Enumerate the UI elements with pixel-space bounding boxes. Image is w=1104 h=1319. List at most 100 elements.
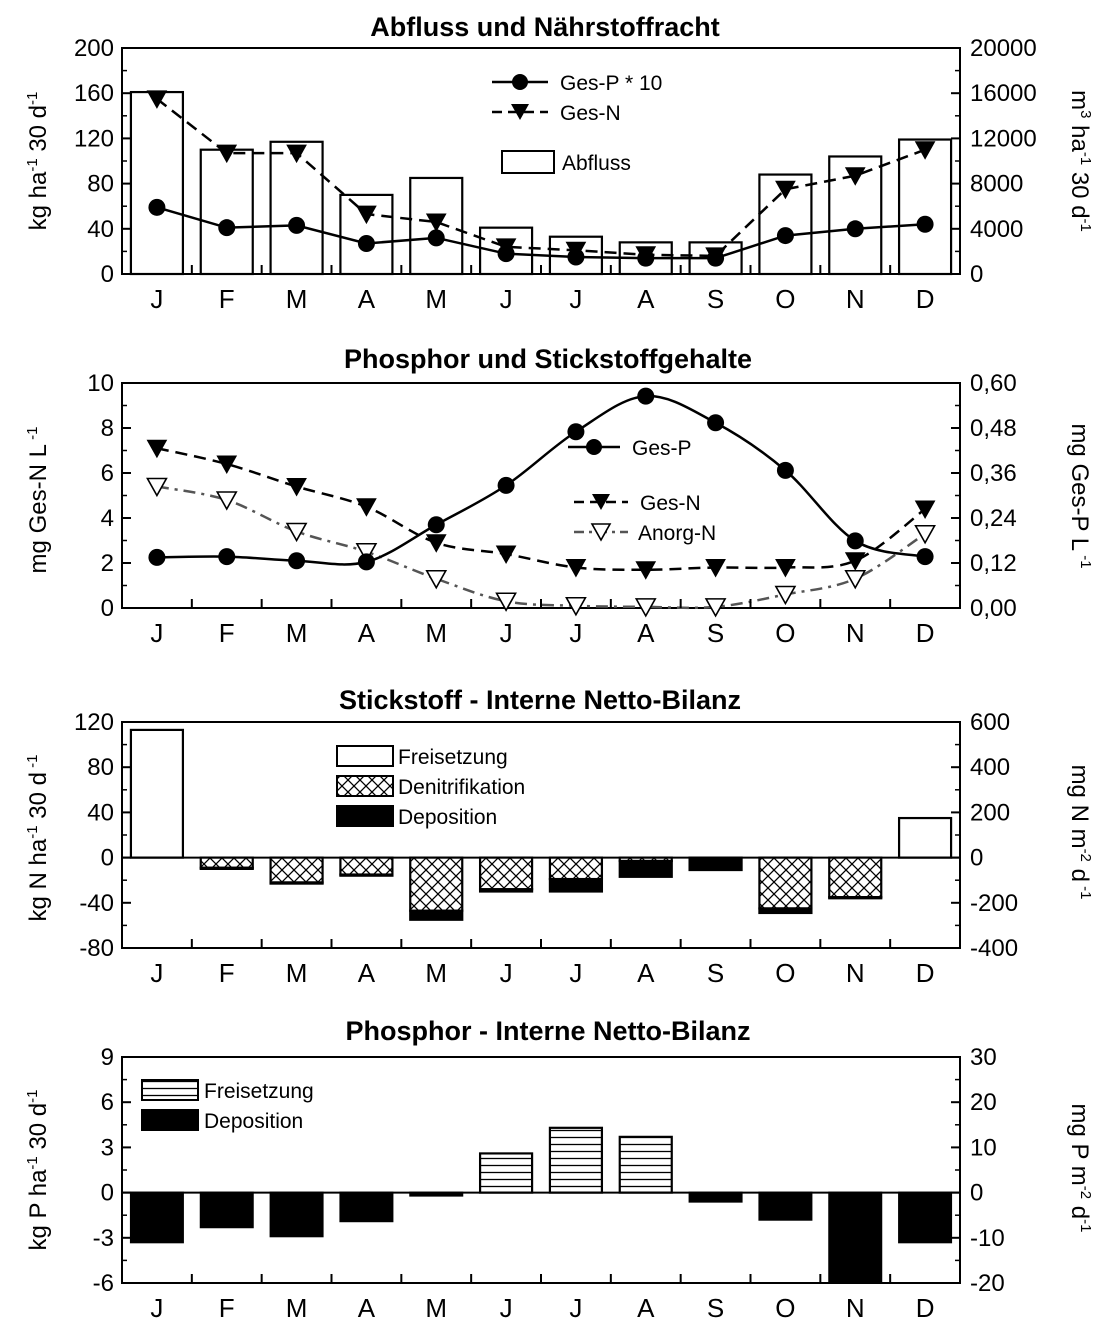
bar-freisetzung — [129, 728, 185, 859]
y-tick-label-left: 40 — [87, 799, 114, 826]
data-point-triangle — [425, 213, 447, 233]
x-tick-label: N — [846, 618, 865, 648]
y-tick-label-left: 10 — [87, 370, 114, 397]
bar-denitrifikation — [409, 856, 464, 912]
bar-deposition — [409, 909, 464, 921]
bar-abfluss — [269, 140, 324, 276]
y-tick-label-right: -10 — [970, 1225, 1005, 1252]
bar-abfluss — [897, 138, 953, 276]
data-point-triangle — [286, 478, 307, 497]
legend-label: Anorg-N — [638, 522, 716, 545]
legend-marker-triangle — [511, 104, 529, 120]
legend-marker-circle — [512, 74, 528, 90]
data-point-circle — [148, 548, 166, 566]
x-tick-label: N — [846, 284, 865, 314]
y-tick-label-right: 0 — [970, 261, 983, 288]
data-point-triangle — [216, 144, 238, 164]
x-tick-label: J — [569, 284, 582, 314]
y-tick-label-right: 20000 — [970, 35, 1037, 62]
data-point-circle — [567, 423, 585, 441]
y-tick-label-right: 0,24 — [970, 505, 1017, 532]
y-axis-label-right: mg N m-2 d -1 — [1066, 765, 1094, 900]
y-tick-label-left: 40 — [87, 216, 114, 243]
x-tick-label: J — [569, 1293, 582, 1319]
data-point-triangle — [425, 534, 447, 553]
y-tick-label-left: 0 — [101, 595, 114, 622]
x-tick-label: F — [219, 1293, 235, 1319]
legend-label: Abfluss — [562, 152, 631, 175]
x-tick-label: J — [569, 958, 582, 988]
plot-frame — [121, 721, 961, 949]
legend-marker-open-triangle — [590, 523, 612, 542]
data-point-open-triangle — [704, 598, 727, 618]
x-tick-label: S — [707, 284, 724, 314]
bar-deposition — [339, 1191, 394, 1223]
legend: Ges-P * 10 Ges-N Abfluss — [492, 72, 662, 175]
x-tick-label: A — [637, 618, 655, 648]
x-tick-label: M — [425, 1293, 447, 1319]
data-point-triangle — [356, 498, 377, 517]
x-tick-label: M — [286, 284, 308, 314]
data-point-open-triangle — [215, 491, 238, 511]
bar-denitrifikation — [548, 856, 604, 881]
x-tick-label: A — [637, 284, 655, 314]
y-tick-label-left: -6 — [93, 1270, 114, 1297]
x-tick-label: J — [500, 618, 513, 648]
series-line-ges-n — [156, 97, 926, 258]
y-tick-label-right: 0,60 — [970, 370, 1017, 397]
legend-marker-circle — [586, 439, 602, 455]
bar-deposition — [199, 1191, 254, 1229]
panel-phosphor-bilanz: Phosphor - Interne Netto-Bilanz -6 -20 -3 -… — [24, 1016, 1094, 1319]
series-line-ges-n — [156, 447, 926, 572]
y-tick-label-left: 9 — [101, 1044, 114, 1071]
bar-deposition — [758, 907, 813, 915]
x-tick-label: A — [358, 284, 376, 314]
y-tick-label-right: 10 — [970, 1134, 997, 1161]
data-point-circle — [567, 248, 585, 266]
x-tick-label: N — [846, 1293, 865, 1319]
y-tick-label-left: 0 — [101, 845, 114, 872]
x-tick-label: M — [286, 618, 308, 648]
x-tick-label: F — [219, 284, 235, 314]
bar-denitrifikation — [758, 856, 813, 910]
data-point-circle — [427, 229, 445, 247]
data-point-open-triangle — [285, 522, 308, 543]
bar-denitrifikation — [828, 856, 883, 899]
panel-gehalte: Phosphor und Stickstoffgehalte 0 0,00 2 0,1… — [24, 344, 1094, 648]
x-tick-label: A — [637, 1293, 655, 1319]
bar-denitrifikation — [339, 856, 394, 876]
x-tick-label: A — [358, 958, 376, 988]
series-line-ges-p — [156, 206, 926, 260]
bar-deposition — [688, 1191, 743, 1203]
data-point-circle — [148, 198, 166, 216]
data-point-triangle — [146, 439, 168, 459]
y-tick-label-right: 0,12 — [970, 550, 1017, 577]
panel-stickstoff-bilanz: Stickstoff - Interne Netto-Bilanz -80 -40… — [24, 685, 1094, 988]
bar-deposition — [898, 1191, 953, 1244]
bar-freisetzung — [478, 1152, 534, 1194]
y-tick-label-left: -3 — [93, 1225, 114, 1252]
y-axis-label-right: m3 ha-1 30 d-1 — [1066, 90, 1094, 232]
bar-denitrifikation — [269, 856, 324, 884]
x-tick-label: M — [425, 284, 447, 314]
legend-label: Deposition — [398, 806, 497, 829]
y-tick-label-right: -200 — [970, 890, 1018, 917]
y-tick-label-right: 600 — [970, 709, 1010, 736]
bar-deposition — [548, 877, 604, 893]
y-tick-label-left: 200 — [74, 35, 114, 62]
legend-label: Denitrifikation — [398, 776, 525, 799]
data-point-circle — [707, 249, 725, 267]
panel-title: Stickstoff - Interne Netto-Bilanz — [339, 685, 741, 715]
legend-swatch — [336, 745, 394, 767]
y-tick-label-left: 0 — [101, 1180, 114, 1207]
y-tick-label-left: 6 — [101, 1089, 114, 1116]
bar-deposition — [828, 1191, 883, 1284]
y-tick-label-right: 200 — [970, 799, 1010, 826]
bar-freisetzung — [897, 816, 953, 859]
y-axis-label-right: mg P m-2 d-1 — [1066, 1104, 1094, 1233]
y-tick-label-right: 8000 — [970, 171, 1023, 198]
x-tick-label: S — [707, 958, 724, 988]
y-axis-label-right: mg Ges-P L -1 — [1066, 423, 1094, 568]
data-point-circle — [357, 553, 375, 571]
data-point-triangle — [565, 559, 587, 578]
